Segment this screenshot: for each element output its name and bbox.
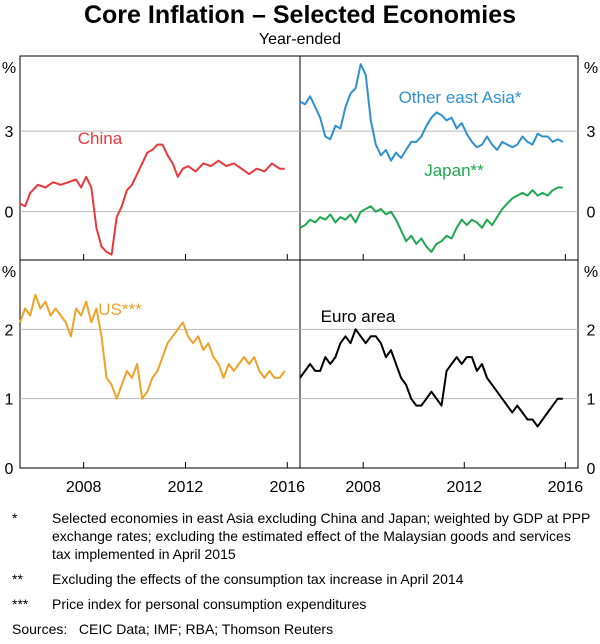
series-label-euro-area: Euro area — [321, 307, 396, 326]
panel-top-left: 0 3% China — [2, 60, 300, 260]
y-tick-label: 2 — [5, 322, 14, 339]
unit-label: % — [584, 60, 598, 77]
plot-frame — [19, 55, 579, 469]
x-tick-label: 2016 — [269, 479, 305, 496]
series-line-other-east-asia — [299, 63, 564, 162]
footnote-2: ** Excluding the effects of the consumpt… — [12, 570, 592, 588]
unit-label: % — [2, 60, 16, 77]
series-line-us — [19, 293, 286, 400]
footnote-mark: *** — [12, 596, 29, 612]
footnotes: * Selected economies in east Asia exclud… — [12, 509, 592, 638]
x-tick-label: 2016 — [548, 479, 584, 496]
x-tick-label: 2012 — [168, 479, 204, 496]
y-tick-label: 0 — [5, 461, 14, 478]
footnote-3: *** Price index for personal consumption… — [12, 595, 592, 613]
y-tick-label: 3 — [587, 124, 596, 141]
chart-title: Core Inflation – Selected Economies — [83, 1, 517, 29]
series-label-other-east-asia: Other east Asia* — [399, 88, 522, 107]
series-line-euro-area — [299, 328, 563, 428]
sources: Sources: CEIC Data; IMF; RBA; Thomson Re… — [12, 621, 334, 637]
footnote-mark: ** — [12, 571, 23, 587]
panel-bottom-left: 0 1 2% 2008 2012 2016 US*** — [2, 264, 305, 496]
footnote-text: Selected economies in east Asia excludin… — [52, 510, 591, 562]
series-label-japan: Japan** — [424, 161, 484, 180]
x-tick-label: 2008 — [345, 479, 381, 496]
unit-label: % — [2, 264, 16, 281]
y-tick-label: 0 — [5, 205, 14, 222]
chart-subtitle: Year-ended — [258, 31, 342, 48]
x-tick-label: 2012 — [446, 479, 482, 496]
footnote-text: Excluding the effects of the consumption… — [52, 571, 464, 587]
series-label-china: China — [78, 129, 123, 148]
panel-top-right: 0 3% Other east Asia* Japan** — [299, 60, 598, 260]
y-tick-label: 3 — [5, 124, 14, 141]
y-tick-label: 2 — [587, 322, 596, 339]
y-tick-label: 1 — [5, 392, 14, 409]
x-tick-label: 2008 — [66, 479, 102, 496]
series-line-china — [19, 143, 285, 256]
y-tick-label: 0 — [587, 461, 596, 478]
footnote-mark: * — [12, 510, 18, 526]
y-tick-label: 1 — [587, 392, 596, 409]
footnote-text: Price index for personal consumption exp… — [52, 596, 367, 612]
series-line-japan — [299, 186, 563, 253]
footnote-1: * Selected economies in east Asia exclud… — [12, 509, 592, 563]
series-label-us: US*** — [98, 300, 142, 319]
y-tick-label: 0 — [587, 205, 596, 222]
unit-label: % — [584, 264, 598, 281]
panel-bottom-right: 0 1 2% 2008 2012 2016 Euro area — [299, 264, 598, 496]
